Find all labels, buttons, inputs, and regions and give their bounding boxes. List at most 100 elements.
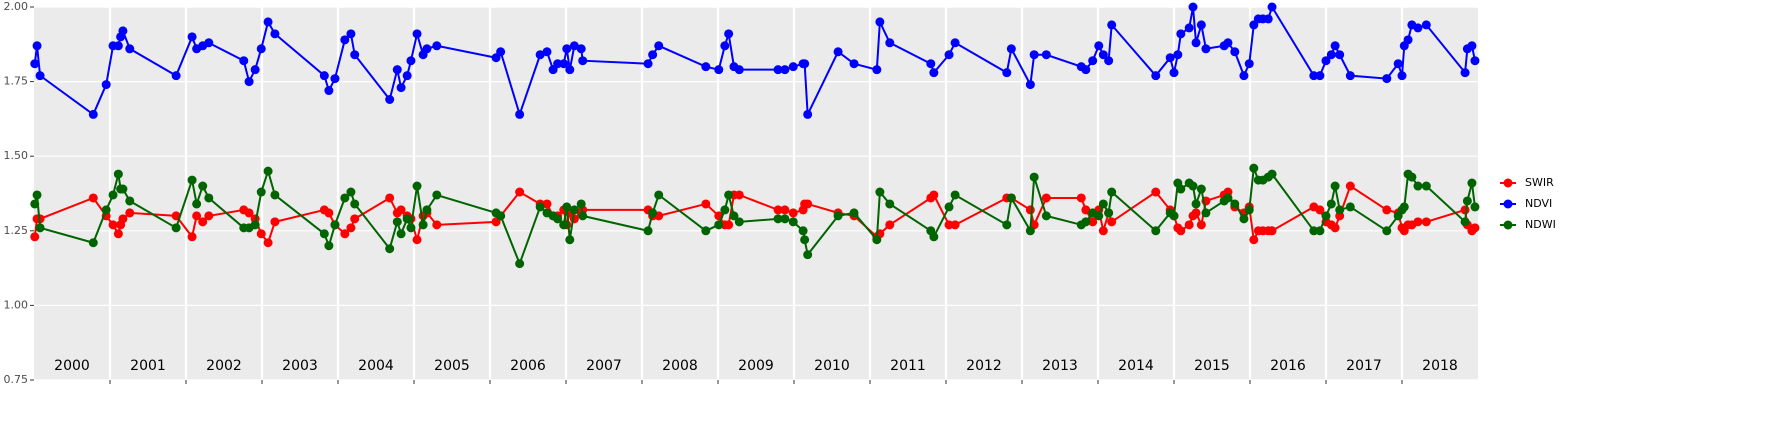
year-label: 2017 [1346,358,1382,374]
data-point [803,199,813,209]
data-point [643,59,653,69]
data-point [1382,205,1392,215]
data-point [833,211,843,221]
data-point [1330,223,1340,233]
data-point [1151,187,1161,197]
data-point [729,211,739,221]
data-point [1244,59,1254,69]
data-point [701,199,711,209]
data-point [833,47,843,57]
data-point [187,32,197,42]
data-point [171,71,181,81]
data-point [1025,80,1035,90]
data-point [1165,53,1175,63]
data-point [569,205,579,215]
data-point [340,229,350,239]
data-point [798,226,808,236]
year-label: 2010 [814,358,850,374]
data-point [1025,226,1035,236]
data-point [1244,205,1254,215]
data-point [402,71,412,81]
data-point [256,229,266,239]
data-point [1081,65,1091,75]
data-point [1184,23,1194,33]
data-point [929,232,939,242]
year-label: 2013 [1042,358,1078,374]
data-point [239,56,249,66]
data-point [1223,38,1233,48]
y-tick-label: 0.75 [4,373,29,386]
data-point [535,50,545,60]
data-point [192,199,202,209]
data-point [1025,205,1035,215]
data-point [885,199,895,209]
data-point [256,187,266,197]
data-point [1393,59,1403,69]
data-point [515,109,525,119]
data-point [1098,199,1108,209]
data-point [396,83,406,93]
data-point [724,190,734,200]
data-point [198,217,208,227]
data-point [350,199,360,209]
data-point [1184,220,1194,230]
data-point [171,223,181,233]
data-point [1151,226,1161,236]
legend-label: NDVI [1525,197,1552,210]
data-point [1169,68,1179,78]
data-point [346,187,356,197]
year-label: 2003 [282,358,318,374]
data-point [1315,71,1325,81]
data-point [701,226,711,236]
data-point [1335,50,1345,60]
data-point [515,259,525,269]
data-point [1267,226,1277,236]
data-point [1151,71,1161,81]
data-point [1421,20,1431,30]
data-point [1107,187,1117,197]
legend-marker [1503,178,1513,188]
data-point [125,44,135,54]
data-point [125,196,135,206]
data-point [198,181,208,191]
data-point [1088,56,1098,66]
data-point [1176,226,1186,236]
data-point [1330,41,1340,51]
y-tick-label: 2.00 [4,0,29,13]
data-point [319,71,329,81]
data-point [1397,71,1407,81]
plot-panel [34,7,1478,380]
data-point [885,220,895,230]
data-point [1196,220,1206,230]
data-point [788,62,798,72]
year-label: 2015 [1194,358,1230,374]
data-point [346,29,356,39]
year-label: 2000 [54,358,90,374]
data-point [270,29,280,39]
data-point [1263,14,1273,24]
data-point [803,109,813,119]
data-point [950,38,960,48]
data-point [849,208,859,218]
data-point [324,86,334,96]
data-point [432,190,442,200]
data-point [803,250,813,260]
data-point [773,205,783,215]
data-point [1382,226,1392,236]
data-point [875,187,885,197]
data-point [385,193,395,203]
data-point [1223,193,1233,203]
data-point [800,235,810,245]
data-point [324,208,334,218]
data-point [643,226,653,236]
data-point [204,193,214,203]
y-tick-label: 1.25 [4,224,29,237]
data-point [1104,56,1114,66]
data-point [849,59,859,69]
data-point [1230,199,1240,209]
data-point [418,220,428,230]
data-point [392,65,402,75]
data-point [1382,74,1392,84]
data-point [1002,220,1012,230]
year-label: 2006 [510,358,546,374]
